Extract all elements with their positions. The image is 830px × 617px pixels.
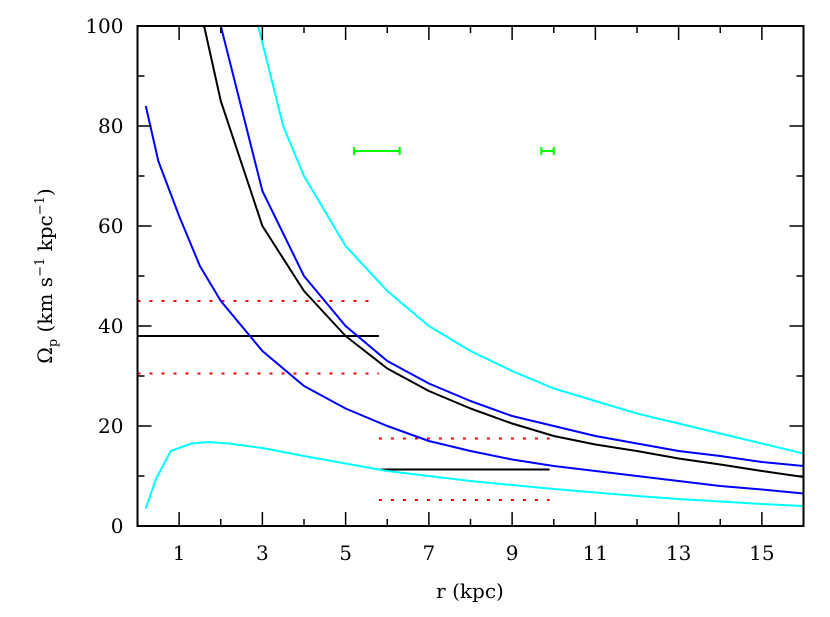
x-tick-label: 7 [423,541,436,565]
blue-upper-curve [219,26,804,467]
x-tick-label: 5 [339,541,352,565]
cyan-lower-curve [144,441,804,509]
axis-ticks [137,26,804,526]
x-tick-label: 9 [506,541,519,565]
x-tick-label: 15 [749,541,774,565]
x-tick-label: 11 [583,541,608,565]
range-bar-1 [352,147,401,155]
x-tick-labels: 1 3 5 7 9 11 13 15 [173,541,775,565]
y-tick-label: 60 [98,214,123,238]
black-center-curve [203,26,804,478]
y-tick-label: 20 [98,414,123,438]
blue-lower-curve [144,105,804,495]
x-axis-label: r (kpc) [436,579,504,603]
y-axis-label: Ωp (km s−1 kpc−1) [33,188,61,363]
cyan-upper-curve [257,26,804,455]
y-tick-label: 0 [111,514,124,538]
x-tick-label: 3 [256,541,269,565]
svg-text:Ωp (km s−1 kpc−1): Ωp (km s−1 kpc−1) [33,188,61,363]
plot-content [137,26,804,509]
x-tick-label: 1 [173,541,186,565]
y-tick-label: 100 [85,14,123,38]
range-bar-2 [540,147,555,155]
y-tick-label: 80 [98,114,123,138]
x-tick-label: 13 [666,541,691,565]
y-tick-labels: 0 20 40 60 80 100 [85,14,123,538]
y-tick-label: 40 [98,314,123,338]
